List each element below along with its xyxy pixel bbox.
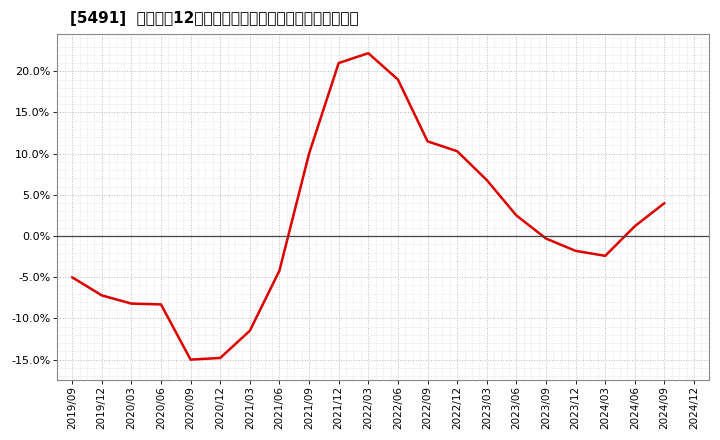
Text: [5491]  売上高の12か月移動合計の対前年同期増減率の推移: [5491] 売上高の12か月移動合計の対前年同期増減率の推移 (71, 11, 359, 26)
